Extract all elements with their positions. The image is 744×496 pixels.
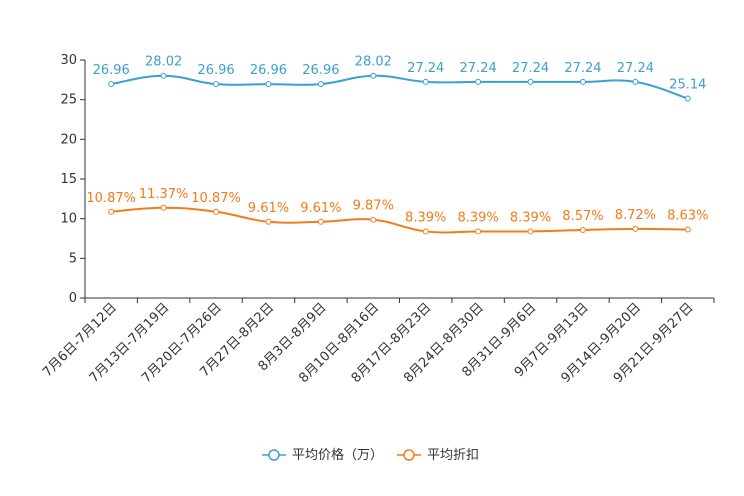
data-label: 28.02 [355,55,392,70]
data-point[interactable] [317,218,324,225]
y-tick-label: 10 [60,212,77,227]
data-label: 8.39% [510,210,551,225]
data-point[interactable] [632,225,639,232]
data-label: 8.72% [615,208,656,223]
data-point[interactable] [317,81,324,88]
data-point[interactable] [370,216,377,223]
y-tick-label: 30 [60,53,77,68]
data-point[interactable] [265,81,272,88]
data-point[interactable] [108,208,115,215]
legend[interactable]: 平均价格（万） 平均折扣 [262,447,479,463]
data-label: 9.61% [248,201,289,216]
data-point[interactable] [213,81,220,88]
data-label: 26.96 [197,63,234,78]
legend-item-2[interactable]: 平均折扣 [397,448,479,463]
y-tick-label: 15 [60,172,77,187]
legend-marker-icon [268,449,280,461]
data-point[interactable] [527,228,534,235]
data-label: 8.57% [562,209,603,224]
data-label: 25.14 [669,78,706,93]
data-point[interactable] [579,78,586,85]
data-point[interactable] [213,208,220,215]
series-line-2 [111,206,688,234]
data-point[interactable] [422,78,429,85]
data-point[interactable] [422,228,429,235]
data-point[interactable] [527,78,534,85]
data-label: 26.96 [302,63,339,78]
data-point[interactable] [265,218,272,225]
y-tick-label: 20 [60,132,77,147]
data-point[interactable] [108,81,115,88]
data-label: 10.87% [86,191,136,206]
data-label: 26.96 [93,63,130,78]
series-group [108,72,691,235]
y-tick-label: 25 [60,93,77,108]
legend-label: 平均价格（万） [292,447,383,463]
data-label: 27.24 [564,61,601,76]
data-label: 9.61% [300,201,341,216]
data-labels: 26.96 28.02 26.96 26.96 26.96 28.02 27.24 27.24… [86,55,708,226]
legend-label: 平均折扣 [427,448,479,463]
data-point[interactable] [475,78,482,85]
data-label: 9.87% [353,199,394,214]
data-point[interactable] [684,226,691,233]
data-point[interactable] [370,72,377,79]
legend-marker-icon [403,449,415,461]
data-label: 27.24 [512,61,549,76]
data-label: 26.96 [250,63,287,78]
data-label: 8.39% [457,210,498,225]
y-tick-label: 0 [69,291,77,306]
data-point[interactable] [579,227,586,234]
data-label: 10.87% [191,191,241,206]
data-label: 28.02 [145,55,182,70]
legend-item-1[interactable]: 平均价格（万） [262,447,383,463]
data-label: 8.63% [667,209,708,224]
data-label: 8.39% [405,210,446,225]
data-point[interactable] [475,228,482,235]
data-label: 27.24 [407,61,444,76]
data-label: 27.24 [460,61,497,76]
data-point[interactable] [160,204,167,211]
data-point[interactable] [160,72,167,79]
data-label: 27.24 [617,61,654,76]
y-tick-label: 5 [69,251,77,266]
data-point[interactable] [684,95,691,102]
series-line-1 [111,74,689,100]
data-label: 11.37% [139,187,189,202]
data-point[interactable] [632,78,639,85]
